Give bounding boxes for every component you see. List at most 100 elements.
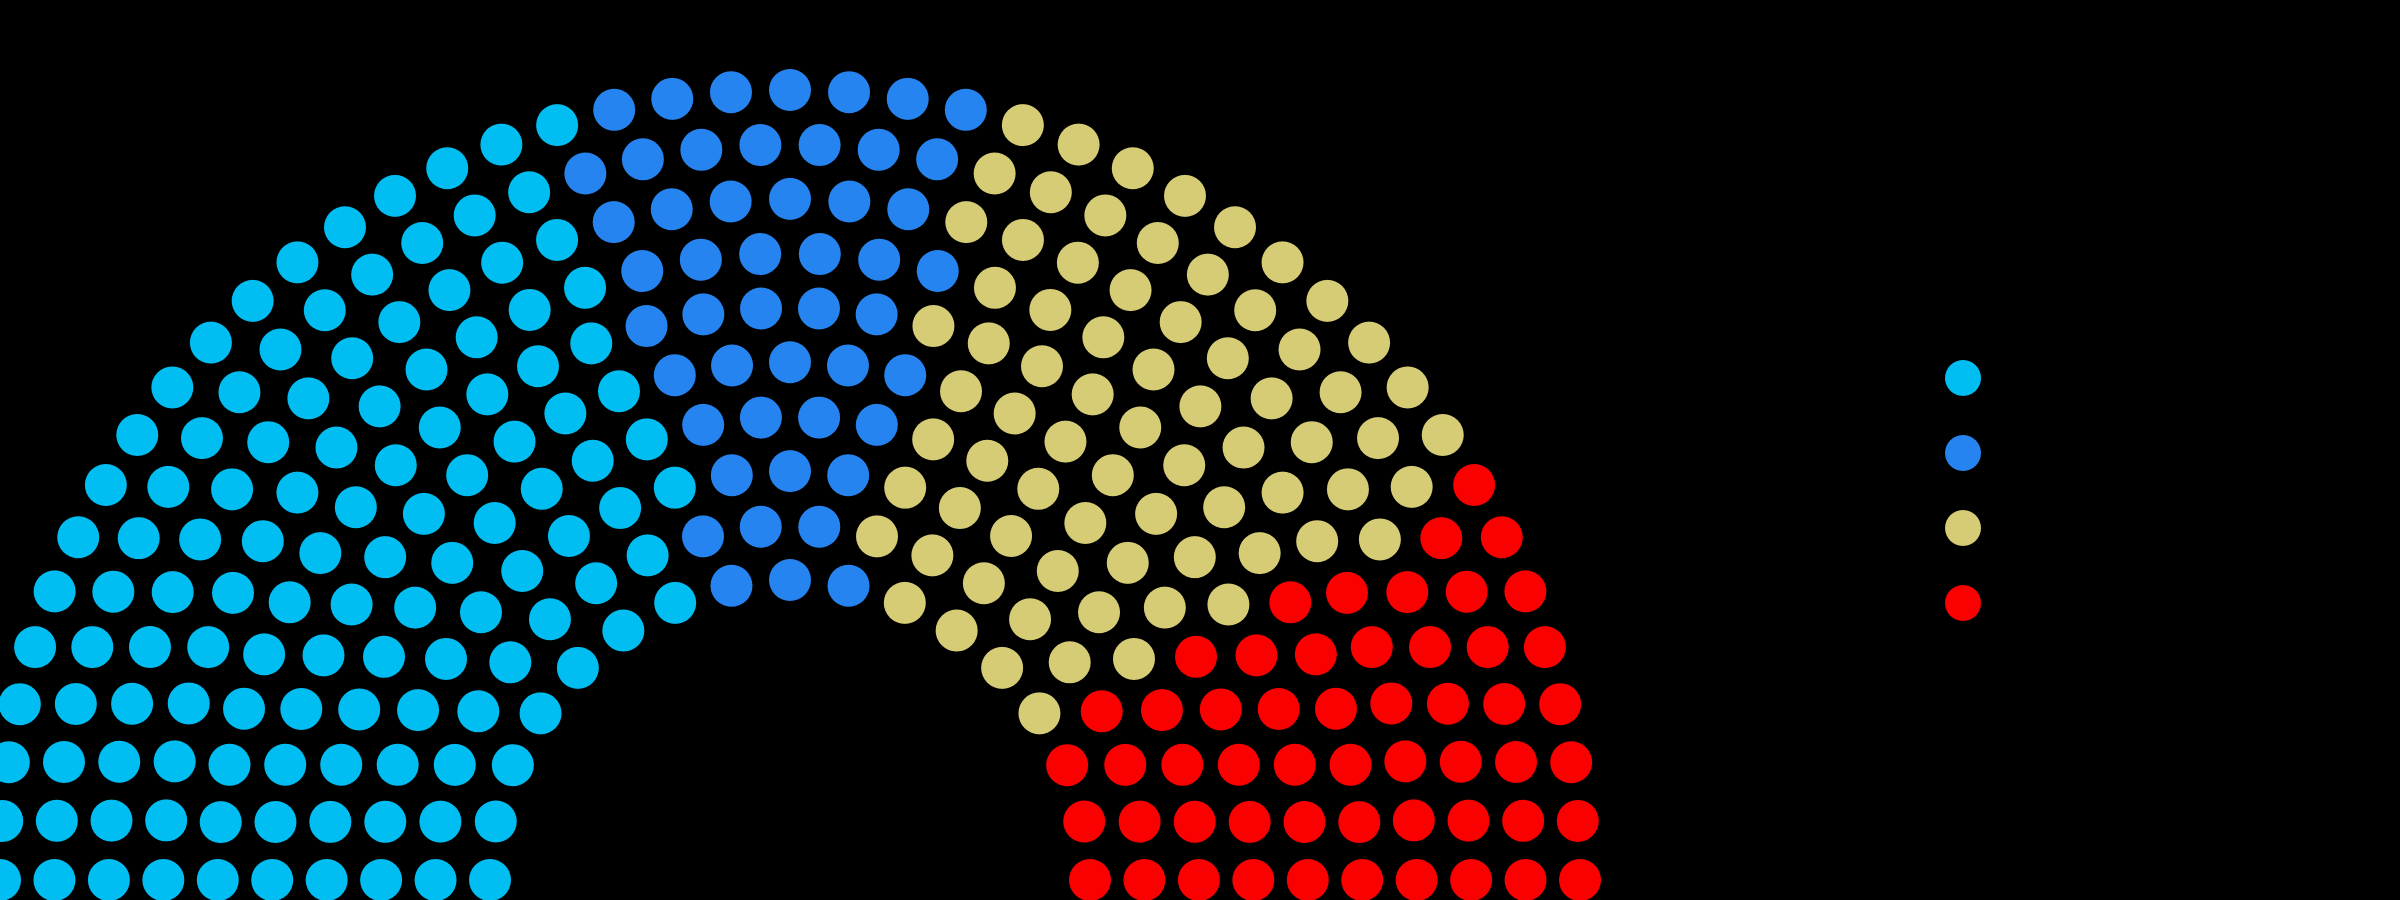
seat-dot[interactable]	[769, 69, 811, 111]
seat-dot[interactable]	[769, 559, 811, 601]
seat-dot[interactable]	[116, 413, 159, 456]
seat-dot[interactable]	[414, 859, 457, 900]
seat-dot[interactable]	[1450, 859, 1493, 900]
seat-dot[interactable]	[798, 396, 841, 439]
seat-dot[interactable]	[1186, 253, 1229, 296]
seat-dot[interactable]	[1426, 682, 1469, 725]
seat-dot[interactable]	[418, 406, 461, 449]
seat-dot[interactable]	[654, 581, 697, 624]
seat-dot[interactable]	[1069, 859, 1111, 900]
seat-dot[interactable]	[1080, 690, 1123, 733]
seat-dot[interactable]	[886, 77, 929, 120]
seat-dot[interactable]	[710, 564, 753, 607]
seat-dot[interactable]	[1017, 467, 1060, 510]
seat-dot[interactable]	[426, 147, 469, 190]
seat-dot[interactable]	[1143, 586, 1186, 629]
seat-dot[interactable]	[480, 123, 523, 166]
seat-dot[interactable]	[358, 385, 401, 428]
seat-dot[interactable]	[680, 128, 723, 171]
seat-dot[interactable]	[962, 562, 1005, 605]
seat-dot[interactable]	[338, 688, 381, 731]
seat-dot[interactable]	[966, 439, 1009, 482]
seat-dot[interactable]	[469, 859, 511, 900]
seat-dot[interactable]	[1523, 626, 1566, 669]
seat-dot[interactable]	[428, 269, 471, 312]
seat-dot[interactable]	[1341, 859, 1384, 900]
seat-dot[interactable]	[1119, 406, 1162, 449]
seat-dot[interactable]	[1290, 421, 1333, 464]
seat-dot[interactable]	[681, 515, 724, 558]
seat-dot[interactable]	[536, 104, 579, 147]
seat-dot[interactable]	[826, 344, 869, 387]
seat-dot[interactable]	[189, 321, 232, 364]
seat-dot[interactable]	[1235, 634, 1278, 677]
seat-dot[interactable]	[1556, 799, 1599, 842]
seat-dot[interactable]	[1140, 689, 1183, 732]
seat-dot[interactable]	[1109, 269, 1152, 312]
seat-dot[interactable]	[1029, 288, 1072, 331]
seat-dot[interactable]	[153, 740, 196, 783]
seat-dot[interactable]	[54, 682, 97, 725]
seat-dot[interactable]	[1495, 741, 1538, 784]
seat-dot[interactable]	[481, 241, 524, 284]
seat-dot[interactable]	[1177, 859, 1220, 900]
seat-dot[interactable]	[111, 682, 154, 725]
seat-dot[interactable]	[1056, 241, 1099, 284]
seat-dot[interactable]	[1539, 683, 1582, 726]
seat-dot[interactable]	[1234, 289, 1277, 332]
seat-dot[interactable]	[536, 218, 579, 261]
seat-dot[interactable]	[653, 466, 696, 509]
seat-dot[interactable]	[87, 859, 130, 900]
seat-dot[interactable]	[827, 564, 870, 607]
seat-dot[interactable]	[1466, 626, 1509, 669]
seat-dot[interactable]	[299, 532, 342, 575]
seat-dot[interactable]	[167, 682, 210, 725]
seat-dot[interactable]	[508, 288, 551, 331]
seat-dot[interactable]	[1071, 373, 1114, 416]
seat-dot[interactable]	[223, 687, 266, 730]
seat-dot[interactable]	[1206, 337, 1249, 380]
seat-dot[interactable]	[916, 250, 959, 292]
seat-dot[interactable]	[1214, 206, 1257, 249]
seat-dot[interactable]	[884, 354, 927, 397]
seat-dot[interactable]	[474, 800, 517, 843]
seat-dot[interactable]	[993, 392, 1036, 435]
seat-dot[interactable]	[1173, 536, 1216, 579]
seat-dot[interactable]	[1091, 454, 1134, 497]
seat-dot[interactable]	[268, 581, 311, 624]
seat-dot[interactable]	[323, 206, 366, 249]
seat-dot[interactable]	[351, 253, 394, 296]
seat-dot[interactable]	[1217, 743, 1260, 786]
seat-dot[interactable]	[466, 373, 509, 416]
seat-dot[interactable]	[769, 450, 811, 493]
legend-item-blue[interactable]	[1930, 415, 2350, 490]
seat-dot[interactable]	[364, 536, 407, 579]
seat-dot[interactable]	[682, 403, 725, 446]
seat-dot[interactable]	[330, 583, 373, 626]
seat-dot[interactable]	[128, 626, 171, 669]
seat-dot[interactable]	[187, 626, 230, 669]
seat-dot[interactable]	[489, 641, 532, 684]
seat-dot[interactable]	[501, 549, 544, 592]
seat-dot[interactable]	[1057, 123, 1100, 166]
seat-dot[interactable]	[57, 516, 100, 559]
seat-dot[interactable]	[798, 505, 841, 548]
seat-dot[interactable]	[1445, 570, 1488, 613]
seat-dot[interactable]	[1123, 859, 1166, 900]
seat-dot[interactable]	[1329, 743, 1372, 786]
seat-dot[interactable]	[679, 238, 722, 281]
seat-dot[interactable]	[320, 743, 363, 786]
seat-dot[interactable]	[1314, 687, 1357, 730]
seat-dot[interactable]	[179, 518, 222, 561]
seat-dot[interactable]	[1159, 301, 1202, 344]
seat-dot[interactable]	[625, 418, 668, 461]
seat-dot[interactable]	[419, 800, 462, 843]
seat-dot[interactable]	[0, 799, 24, 842]
seat-dot[interactable]	[1350, 626, 1393, 669]
seat-dot[interactable]	[1286, 859, 1329, 900]
seat-dot[interactable]	[1261, 471, 1304, 514]
seat-dot[interactable]	[1084, 194, 1127, 237]
seat-dot[interactable]	[315, 426, 358, 469]
seat-dot[interactable]	[912, 305, 955, 348]
seat-dot[interactable]	[944, 88, 987, 131]
